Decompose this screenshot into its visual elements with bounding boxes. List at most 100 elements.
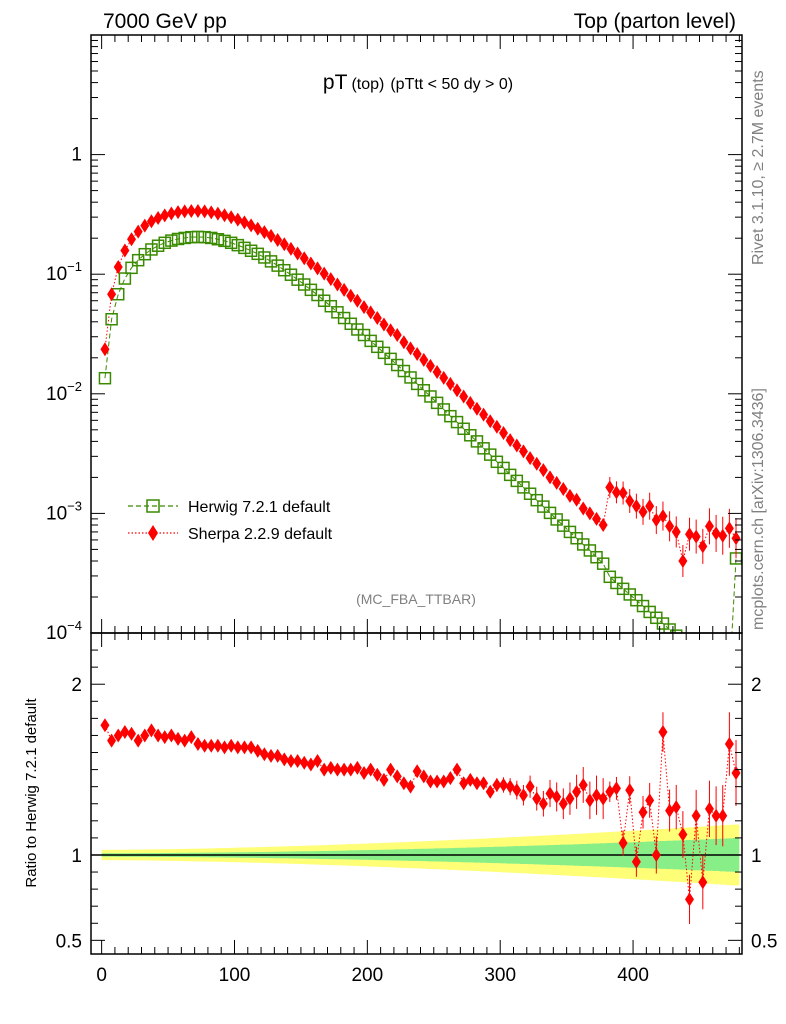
sherpa-point <box>512 438 522 453</box>
ratio-point <box>479 776 489 791</box>
sherpa-point <box>578 501 588 516</box>
herwig-point <box>537 500 550 513</box>
ratio-point <box>432 774 442 789</box>
ratio-point <box>100 718 110 733</box>
sherpa-point <box>625 493 635 508</box>
herwig-point <box>596 557 610 570</box>
sherpa-point <box>233 212 243 227</box>
sherpa-point <box>671 524 681 539</box>
sherpa-point <box>691 529 701 544</box>
ratio-point <box>127 726 137 741</box>
herwig-point <box>704 659 715 670</box>
sherpa-point <box>200 204 210 219</box>
sherpa-point <box>505 433 515 448</box>
y-tick-label-ratio: 0.5 <box>56 931 82 952</box>
sherpa-point <box>538 463 548 478</box>
ratio-point <box>625 783 635 798</box>
herwig-point <box>158 236 171 250</box>
sherpa-point <box>611 485 621 500</box>
ratio-point <box>173 731 183 746</box>
sherpa-point <box>638 504 648 519</box>
ratio-point <box>186 730 196 745</box>
ratio-point <box>146 723 156 738</box>
ratio-point <box>512 783 522 798</box>
y-tick-label-ratio-right: 1 <box>751 846 762 867</box>
sherpa-point <box>127 232 137 247</box>
ratio-point <box>492 777 502 792</box>
x-tick-label: 0 <box>96 965 107 986</box>
ratio-point <box>406 779 416 794</box>
sherpa-point <box>479 407 489 422</box>
watermark: (MC_FBA_TTBAR) <box>356 591 476 607</box>
sherpa-point <box>392 328 402 343</box>
title-main: pT <box>323 71 348 94</box>
ratio-point <box>266 748 276 763</box>
sherpa-point <box>532 456 542 471</box>
herwig-point <box>238 241 251 255</box>
sherpa-point <box>180 204 190 219</box>
ratio-point <box>233 740 243 755</box>
sherpa-point <box>565 488 575 503</box>
herwig-point <box>105 313 118 326</box>
herwig-point <box>145 243 158 256</box>
sherpa-point <box>592 511 602 526</box>
herwig-point <box>450 415 464 429</box>
ratio-point <box>366 762 376 777</box>
sherpa-point <box>439 370 449 385</box>
sherpa-point <box>399 335 409 350</box>
herwig-point <box>138 247 152 261</box>
sherpa-point <box>372 311 382 326</box>
ratio-point <box>160 730 170 745</box>
sherpa-point <box>472 401 482 416</box>
ratio-point <box>153 728 163 743</box>
rivet-label: Rivet 3.1.10, ≥ 2.7M events <box>750 70 767 265</box>
sherpa-point <box>386 323 396 338</box>
ratio-point <box>412 764 422 779</box>
ratio-point <box>452 762 462 777</box>
ratio-point <box>193 736 203 751</box>
herwig-point <box>669 629 683 633</box>
ratio-point <box>379 772 389 787</box>
sherpa-point <box>545 470 555 485</box>
sherpa-point <box>166 206 176 221</box>
sherpa-point <box>352 293 362 308</box>
herwig-point <box>151 239 165 252</box>
herwig-point <box>211 232 225 246</box>
legend-herwig-label: Herwig 7.2.1 default <box>188 499 331 516</box>
ratio-point <box>226 738 236 753</box>
herwig-point <box>530 493 543 507</box>
ratio-frame <box>90 632 743 955</box>
herwig-point <box>244 244 258 258</box>
sherpa-point <box>412 347 422 362</box>
sherpa-point <box>293 246 303 261</box>
herwig-point <box>424 390 437 403</box>
ratio-point <box>658 725 668 740</box>
ratio-point <box>631 854 641 869</box>
ratio-point <box>346 762 356 777</box>
sherpa-point <box>193 203 203 218</box>
ratio-point <box>532 791 542 806</box>
ratio-series <box>100 712 741 924</box>
sherpa-point <box>113 259 123 274</box>
sherpa-point <box>678 553 688 568</box>
sherpa-point <box>432 365 442 380</box>
herwig-point <box>523 487 537 500</box>
x-tick-label: 400 <box>617 965 649 986</box>
ratio-point <box>213 738 223 753</box>
ratio-point <box>698 875 708 890</box>
ratio-point <box>645 793 655 808</box>
ratio-point <box>731 766 741 781</box>
herwig-point <box>691 648 702 659</box>
sherpa-point <box>452 383 462 398</box>
legend-sherpa-label: Sherpa 2.2.9 default <box>188 526 333 543</box>
y-tick-label-main: 10−3 <box>46 498 82 524</box>
herwig-point <box>543 506 557 520</box>
ratio-point <box>120 725 130 740</box>
sherpa-point <box>359 300 369 315</box>
ratio-point <box>724 736 734 751</box>
sherpa-point <box>731 531 741 546</box>
ratio-point <box>598 791 608 806</box>
sherpa-point <box>718 528 728 543</box>
ratio-bands <box>91 824 742 886</box>
sherpa-point <box>665 519 675 534</box>
